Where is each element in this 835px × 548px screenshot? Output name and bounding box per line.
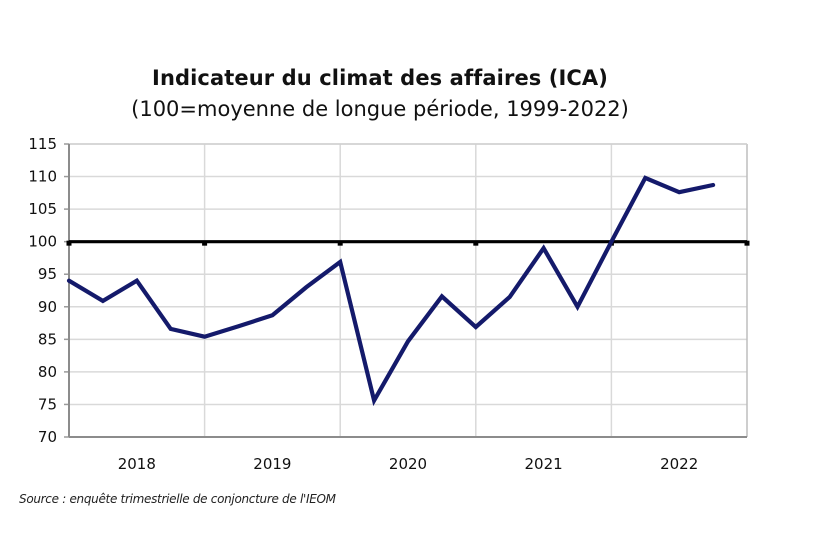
gridlines xyxy=(69,143,747,437)
y-tick-label: 70 xyxy=(38,428,57,446)
reference-line-marker xyxy=(337,240,343,246)
y-tick-label: 105 xyxy=(28,200,57,218)
reference-line-group xyxy=(66,240,750,246)
y-tick-label: 95 xyxy=(38,265,57,283)
y-tick-label: 85 xyxy=(38,330,57,348)
y-tick-label: 110 xyxy=(28,168,57,186)
chart-subtitle: (100=moyenne de longue période, 1999-202… xyxy=(131,97,629,121)
reference-line-marker xyxy=(202,240,208,246)
y-tick-label: 75 xyxy=(38,395,57,413)
reference-line-marker xyxy=(744,240,750,246)
y-tick-label: 100 xyxy=(28,233,57,251)
series-group xyxy=(66,175,716,407)
x-tick-label: 2019 xyxy=(253,455,291,473)
x-tick-label: 2020 xyxy=(389,455,427,473)
y-tick-label: 90 xyxy=(38,298,57,316)
y-tick-label: 115 xyxy=(28,135,57,153)
reference-line-marker xyxy=(66,240,72,246)
y-tick-label: 80 xyxy=(38,363,57,381)
series-line-ica xyxy=(66,175,716,407)
y-axis-tick-labels: 70 75 80 85 90 95 100 105 110 115 xyxy=(28,135,57,446)
x-tick-label: 2021 xyxy=(525,455,563,473)
reference-line-marker xyxy=(473,240,479,246)
x-axis-tick-labels: 2018 2019 2020 2021 2022 xyxy=(118,455,699,473)
chart-title: Indicateur du climat des affaires (ICA) xyxy=(152,66,608,90)
source-note: Source : enquête trimestrielle de conjon… xyxy=(19,492,336,506)
axes xyxy=(64,143,748,438)
x-tick-label: 2022 xyxy=(660,455,698,473)
x-tick-label: 2018 xyxy=(118,455,156,473)
